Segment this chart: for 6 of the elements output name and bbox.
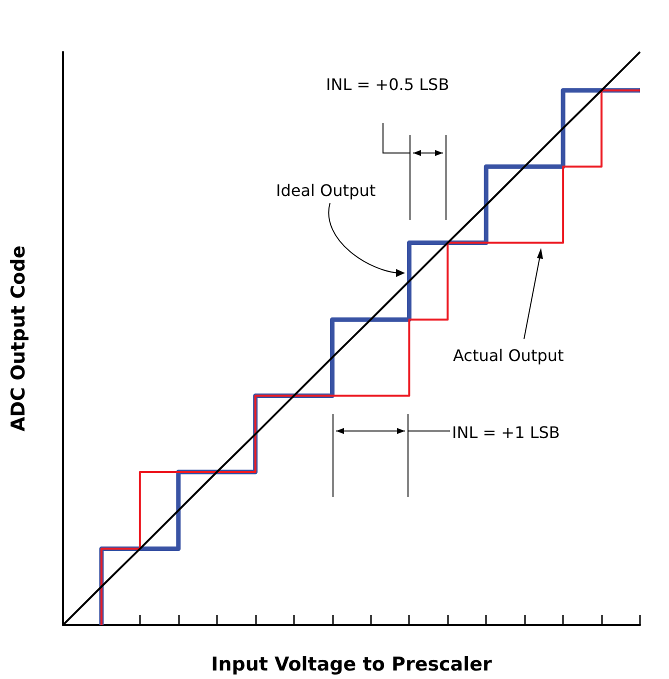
annotation: Actual Output [453, 346, 564, 365]
annotation: INL = +0.5 LSB [326, 75, 450, 94]
x-axis-title: Input Voltage to Prescaler [211, 654, 492, 676]
annotation: Ideal Output [276, 181, 376, 200]
annotation: INL = +1 LSB [452, 423, 560, 442]
y-axis-title: ADC Output Code [8, 245, 30, 432]
